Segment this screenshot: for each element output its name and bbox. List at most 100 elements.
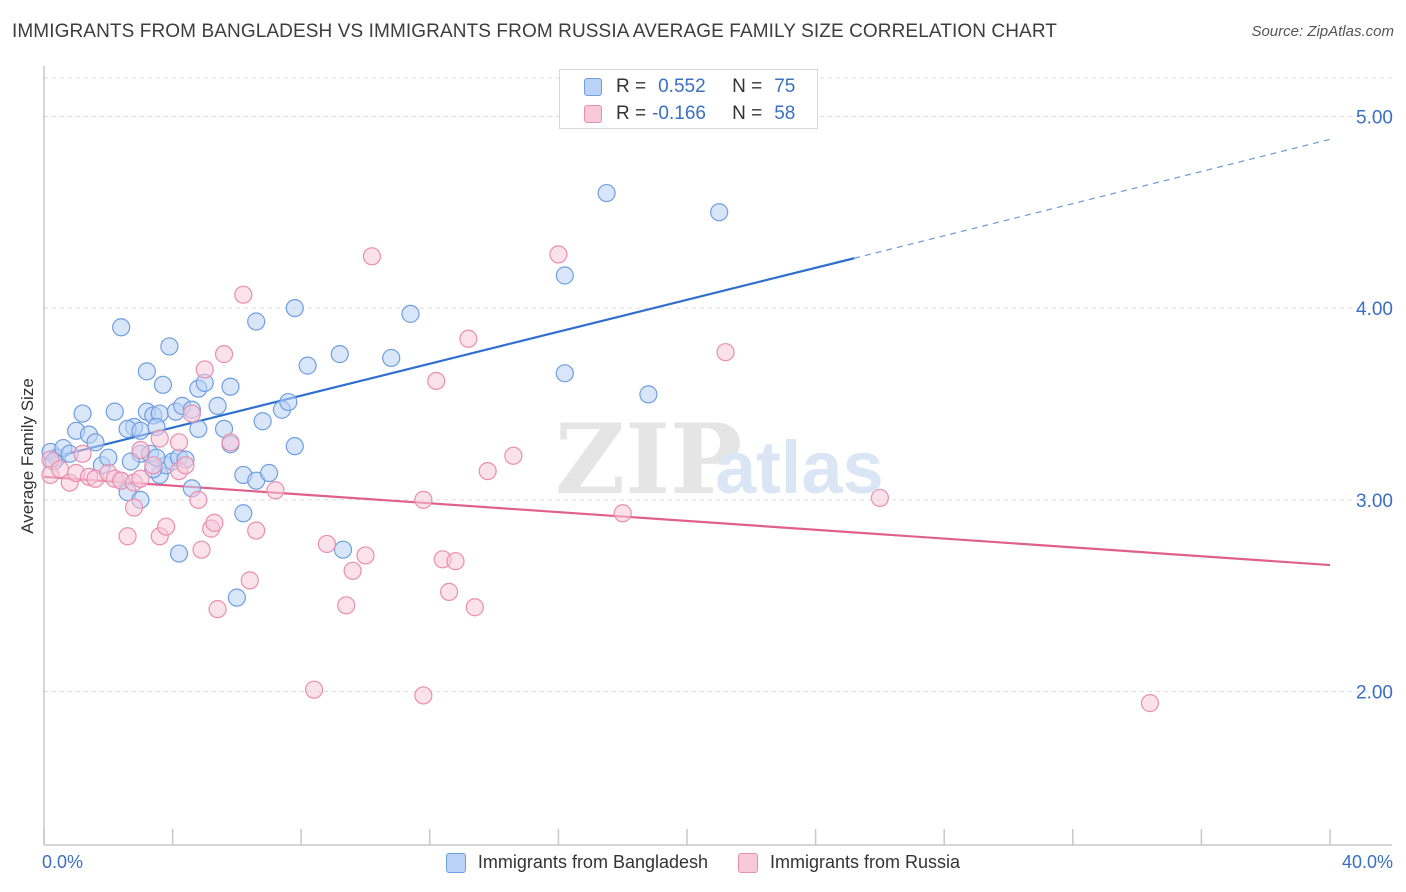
trend-line-russia — [43, 475, 1331, 567]
legend-n-value: 75 — [774, 76, 796, 97]
source-label: Source: ZipAtlas.com — [1251, 23, 1394, 40]
legend-r-label: R = — [616, 103, 647, 124]
point-bangladesh — [330, 345, 349, 364]
point-russia — [150, 429, 169, 448]
correlation-legend: R = 0.552 N = 75 R = -0.166 N = 58 — [559, 69, 818, 129]
point-russia — [144, 456, 163, 475]
point-bangladesh — [710, 203, 729, 222]
legend-r-label: R = — [616, 76, 647, 97]
legend-r-value: 0.552 — [658, 76, 706, 97]
point-russia — [427, 371, 446, 391]
data-points — [41, 183, 1160, 713]
legend-row-bangladesh: R = 0.552 N = 75 — [584, 75, 795, 99]
point-russia — [478, 461, 497, 481]
point-russia — [504, 446, 523, 465]
legend-swatch-blue — [584, 78, 602, 96]
legend-n-label: N = — [732, 76, 763, 97]
point-russia — [317, 534, 337, 554]
point-russia — [613, 504, 632, 523]
point-russia — [221, 433, 240, 452]
point-russia — [118, 527, 137, 546]
point-bangladesh — [227, 588, 246, 607]
point-russia — [266, 481, 285, 500]
point-russia — [414, 686, 433, 705]
point-bangladesh — [333, 540, 353, 559]
legend-item-bangladesh: Immigrants from Bangladesh — [445, 852, 709, 873]
legend-series-name: Immigrants from Russia — [770, 852, 961, 872]
point-bangladesh — [137, 362, 156, 381]
watermark-atlas: atlas — [715, 426, 884, 509]
point-bangladesh — [105, 402, 124, 421]
point-bangladesh — [99, 448, 118, 467]
x-tick-max: 40.0% — [1341, 852, 1393, 872]
grid-lines — [44, 77, 1392, 693]
point-russia — [439, 582, 459, 601]
point-russia — [446, 552, 465, 571]
point-russia — [716, 343, 735, 362]
point-bangladesh — [73, 404, 92, 423]
point-russia — [356, 546, 375, 565]
point-russia — [195, 360, 214, 379]
point-russia — [131, 440, 150, 460]
y-tick-label: 3.00 — [1356, 491, 1393, 512]
point-bangladesh — [298, 356, 317, 375]
point-bangladesh — [382, 348, 401, 368]
point-russia — [240, 571, 259, 590]
watermark: ZIP — [555, 403, 742, 516]
point-bangladesh — [153, 375, 173, 394]
legend-row-russia: R = -0.166 N = 58 — [584, 102, 795, 126]
point-russia — [459, 329, 478, 348]
point-russia — [549, 245, 568, 264]
legend-swatch-blue — [445, 852, 466, 873]
y-tick-label: 2.00 — [1356, 683, 1393, 704]
point-russia — [157, 517, 176, 536]
point-bangladesh — [247, 312, 266, 331]
point-bangladesh — [112, 318, 131, 337]
point-bangladesh — [221, 377, 240, 396]
trend-line-bangladesh — [43, 257, 855, 461]
point-bangladesh — [253, 412, 272, 431]
point-bangladesh — [169, 544, 189, 563]
point-russia — [131, 469, 150, 488]
x-tick-min: 0.0% — [42, 852, 84, 872]
point-bangladesh — [285, 299, 304, 318]
point-russia — [73, 444, 92, 463]
chart-title: IMMIGRANTS FROM BANGLADESH VS IMMIGRANTS… — [12, 21, 1058, 42]
point-russia — [465, 598, 484, 617]
point-russia — [214, 345, 234, 364]
point-russia — [205, 513, 224, 532]
point-russia — [870, 488, 890, 508]
point-bangladesh — [285, 437, 304, 456]
point-russia — [247, 521, 266, 540]
point-russia — [343, 561, 362, 580]
point-bangladesh — [189, 419, 208, 439]
point-bangladesh — [597, 183, 616, 203]
point-bangladesh — [86, 433, 105, 452]
point-bangladesh — [259, 463, 279, 483]
trend-lines — [43, 138, 1331, 567]
legend-swatch-pink — [738, 852, 759, 873]
point-russia — [124, 498, 144, 517]
y-tick-label: 5.00 — [1356, 107, 1393, 128]
trend-extension-bangladesh — [854, 138, 1331, 259]
point-bangladesh — [234, 504, 253, 523]
point-russia — [176, 456, 195, 475]
legend-series-name: Immigrants from Bangladesh — [477, 852, 709, 872]
series-legend: Immigrants from Bangladesh Immigrants fr… — [0, 852, 1406, 873]
point-russia — [414, 490, 433, 509]
point-russia — [182, 404, 201, 423]
y-tick-labels: 2.00 3.00 4.00 5.00 — [1356, 107, 1393, 703]
y-axis-label: Average Family Size — [18, 378, 37, 534]
point-bangladesh — [279, 392, 298, 412]
point-russia — [337, 596, 356, 615]
point-russia — [1140, 694, 1160, 713]
point-russia — [362, 247, 382, 266]
point-russia — [234, 285, 253, 304]
point-russia — [192, 540, 211, 559]
point-russia — [304, 680, 324, 699]
point-bangladesh — [555, 364, 574, 383]
legend-r-value: -0.166 — [652, 103, 706, 124]
y-tick-label: 4.00 — [1356, 299, 1393, 320]
point-bangladesh — [555, 266, 574, 285]
